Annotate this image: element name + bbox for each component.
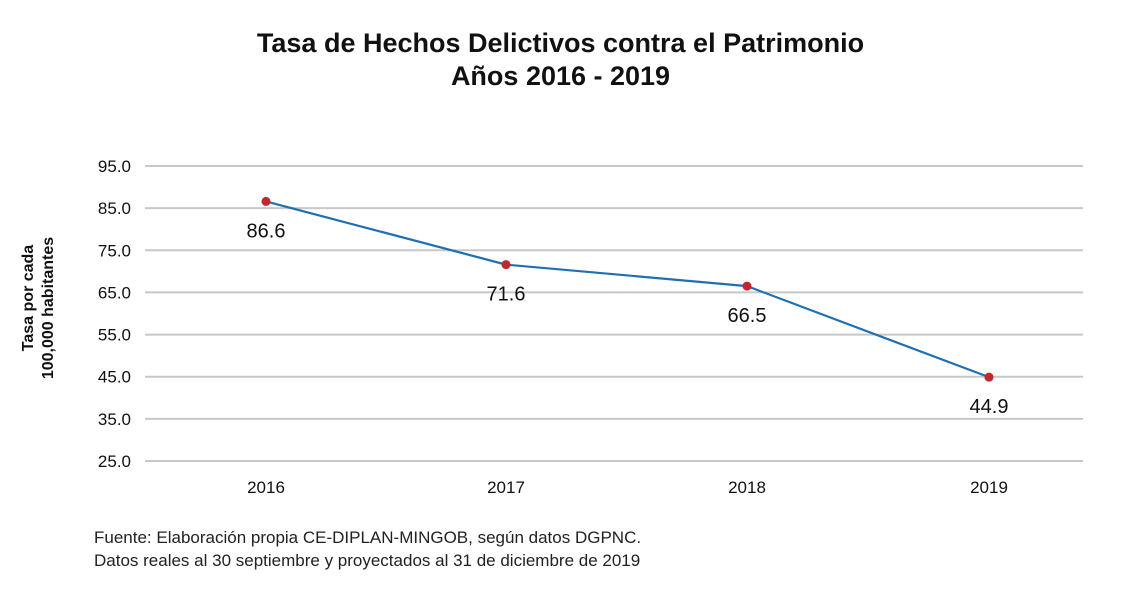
data-label: 71.6 <box>487 284 526 306</box>
data-point <box>261 196 271 206</box>
y-tick-label: 45.0 <box>98 368 131 387</box>
data-point <box>501 260 511 270</box>
x-tick-label: 2018 <box>728 478 766 497</box>
y-axis-label: Tasa por cada 100,000 habitantes <box>20 237 57 379</box>
y-tick-label: 85.0 <box>98 199 131 218</box>
source-note: Fuente: Elaboración propia CE-DIPLAN-MIN… <box>94 528 642 547</box>
y-axis-label-line-2: 100,000 habitantes <box>40 237 57 379</box>
data-point <box>742 281 752 291</box>
y-tick-label: 25.0 <box>98 452 131 471</box>
y-tick-label: 35.0 <box>98 410 131 429</box>
y-tick-label: 65.0 <box>98 283 131 302</box>
data-label: 86.6 <box>247 220 286 242</box>
data-note: Datos reales al 30 septiembre y proyecta… <box>94 551 641 570</box>
y-axis-tick-labels: 95.0 85.0 75.0 65.0 55.0 45.0 35.0 25.0 <box>98 157 131 471</box>
y-tick-label: 95.0 <box>98 157 131 176</box>
x-tick-label: 2016 <box>247 478 285 497</box>
x-tick-label: 2019 <box>970 478 1008 497</box>
series-line <box>265 200 990 379</box>
data-labels: 86.6 71.6 66.5 44.9 <box>247 220 1009 418</box>
chart-subtitle: Años 2016 - 2019 <box>450 61 671 91</box>
data-label: 66.5 <box>728 305 767 327</box>
y-axis-label-line-1: Tasa por cada <box>20 245 37 352</box>
x-axis-tick-labels: 2016 2017 2018 2019 <box>247 478 1008 497</box>
y-tick-label: 55.0 <box>98 326 131 345</box>
data-point <box>984 372 994 382</box>
grid-lines <box>145 165 1083 462</box>
chart-title: Tasa de Hechos Delictivos contra el Patr… <box>256 28 865 58</box>
series <box>261 196 994 382</box>
data-label: 44.9 <box>970 396 1009 418</box>
x-tick-label: 2017 <box>487 478 525 497</box>
y-tick-label: 75.0 <box>98 241 131 260</box>
